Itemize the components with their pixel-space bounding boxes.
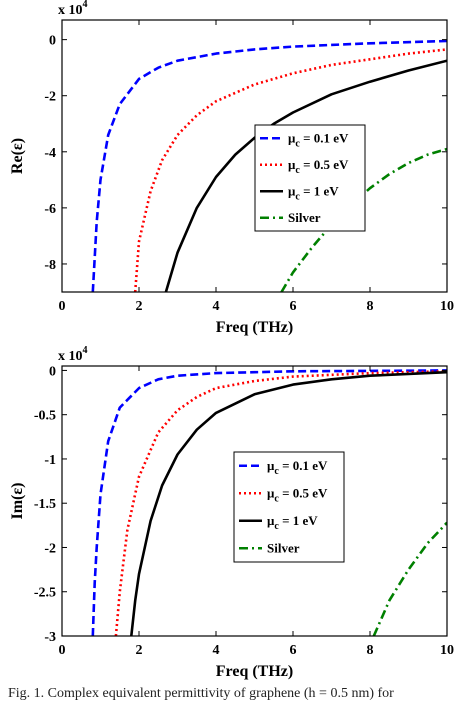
im-ytick-label: -2.5 [34,586,56,601]
im-legend-label-0: μc = 0.1 eV [267,458,328,477]
re-series-line-3 [280,147,447,292]
re-legend-label-3: Silver [288,210,321,225]
im-ytick-label: 0 [49,364,56,379]
re-ytick-label: 0 [49,34,56,49]
re-legend-label-1: μc = 0.5 eV [288,157,349,176]
re-legend: μc = 0.1 eV μc = 0.5 eV μc = 1 eV Silver [254,124,366,232]
re-x-axis-label: Freq (THz) [216,319,293,336]
re-series-line-0 [91,39,447,292]
re-xtick-label: 6 [290,299,297,314]
im-ytick-label: -1 [44,453,56,468]
im-xtick-label: 4 [213,643,220,658]
im-legend: μc = 0.1 eV μc = 0.5 eV μc = 1 eV Silver [233,451,345,563]
re-axis-multiplier: x 104 [58,0,88,18]
im-ytick-label: -1.5 [34,497,56,512]
im-series-line-0 [91,369,447,636]
re-xtick-label: 10 [440,299,454,314]
im-axis-multiplier: x 104 [58,345,88,364]
re-plot-frame [61,19,448,293]
im-series-group [91,369,447,636]
re-xtick-label: 4 [213,299,220,314]
im-plot-frame [61,365,448,637]
re-y-axis-label: Re(ε) [9,138,26,174]
im-ytick-label: -2 [44,541,56,556]
re-ytick-label: -8 [44,258,56,273]
im-series-line-2 [130,370,447,636]
re-ytick-label: -6 [44,202,56,217]
re-ytick-label: -2 [44,90,56,105]
im-permittivity-chart: 0 2 4 6 8 10 0 -0.5 -1 -1.5 -2 -2.5 -3 x 104 Freq (THz… [9,345,454,680]
im-ytick-label: -0.5 [34,409,56,424]
im-xtick-label: 6 [290,643,297,658]
re-xtick-label: 0 [59,299,66,314]
re-legend-box [254,124,366,232]
im-xtick-label: 2 [136,643,143,658]
im-legend-box [233,451,345,563]
im-ytick-label: -3 [44,630,56,645]
im-xtick-label: 10 [440,643,454,658]
re-series-line-1 [133,48,447,292]
re-xtick-label: 2 [136,299,143,314]
re-legend-label-0: μc = 0.1 eV [288,130,349,149]
re-legend-label-2: μc = 1 eV [288,183,339,202]
im-legend-label-1: μc = 0.5 eV [267,485,328,504]
im-xtick-label: 0 [59,643,66,658]
im-legend-label-2: μc = 1 eV [267,513,318,532]
figure-caption: Fig. 1. Complex equivalent permittivity … [8,686,394,701]
re-ytick-label: -4 [44,146,56,161]
re-xtick-label: 8 [367,299,374,314]
im-series-line-3 [372,521,447,636]
im-legend-label-3: Silver [267,540,300,555]
im-x-axis-label: Freq (THz) [216,663,293,680]
im-series-line-1 [114,370,447,636]
im-y-axis-label: Im(ε) [9,482,26,519]
im-xtick-label: 8 [367,643,374,658]
re-permittivity-chart: 0 2 4 6 8 10 0 -2 -4 -6 -8 x 104 Freq (THz) Re(ε) μc =… [9,0,454,336]
